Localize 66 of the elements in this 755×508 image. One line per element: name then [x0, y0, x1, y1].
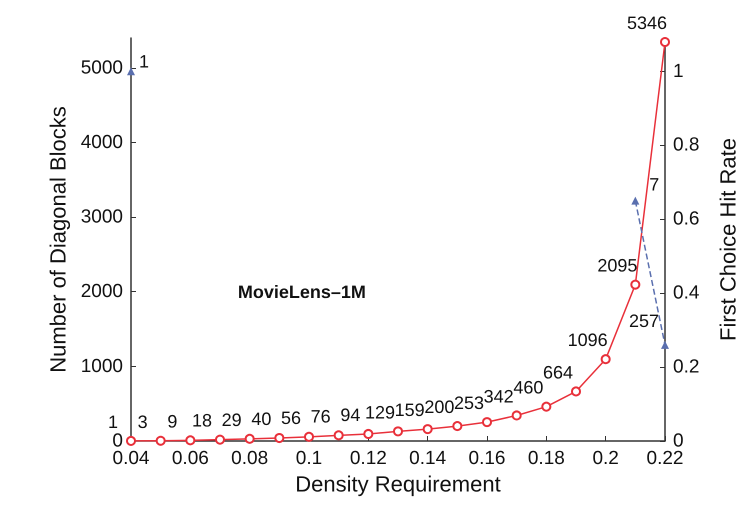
point	[660, 37, 670, 48]
x-tick-label: 0.12	[350, 448, 387, 469]
data-label: 3	[138, 412, 148, 432]
data-label: 94	[340, 404, 360, 425]
point	[156, 436, 166, 446]
y2-tick-label: 0.2	[673, 356, 700, 378]
data-label: 253	[454, 393, 484, 414]
y2-axis-title: First Choice Hit Rate	[716, 138, 740, 341]
data-label: 9	[167, 411, 178, 432]
x-tick-label: 0.08	[231, 448, 268, 469]
point	[127, 67, 135, 76]
data-label: 159	[394, 400, 425, 420]
data-label: 200	[424, 397, 454, 418]
x-tick-label: 0.16	[468, 448, 506, 469]
point	[541, 402, 552, 412]
x-tick-label: 0.06	[172, 448, 209, 469]
point	[185, 435, 196, 446]
x-tick-label: 0.18	[528, 448, 565, 469]
point	[630, 280, 640, 290]
y-tick-label: 1000	[80, 356, 123, 377]
annotation: MovieLens–1M	[238, 282, 366, 302]
data-label: 29	[222, 410, 242, 430]
y2-tick-label: 0.4	[673, 282, 700, 304]
annotation: 257	[628, 311, 659, 332]
point	[304, 432, 314, 442]
point	[600, 354, 611, 364]
x-tick-label: 0.14	[409, 448, 447, 469]
point	[244, 434, 255, 444]
data-label: 1	[108, 412, 118, 432]
y-tick-label: 4000	[80, 132, 123, 153]
y2-tick-label: 0.8	[673, 134, 700, 156]
annotation: 1	[139, 51, 150, 72]
y-tick-label: 3000	[80, 206, 123, 228]
point	[215, 434, 225, 445]
y2-tick-label: 0.6	[673, 208, 700, 230]
point	[452, 421, 462, 432]
point	[334, 430, 344, 440]
data-label: 56	[280, 408, 302, 428]
annotation: 7	[649, 174, 660, 194]
y-tick-label: 5000	[80, 57, 123, 78]
data-label: 18	[192, 410, 212, 431]
point	[631, 196, 640, 205]
y2-tick-label: 1	[673, 60, 684, 82]
y-axis-title: Number of Diagonal Blocks	[46, 106, 70, 373]
data-label: 460	[513, 378, 544, 398]
point	[422, 424, 433, 434]
point	[571, 386, 581, 396]
data-label: 40	[251, 409, 272, 430]
y-tick-label: 2000	[80, 281, 123, 302]
point	[363, 428, 374, 439]
x-tick-label: 0.2	[592, 448, 619, 469]
data-label: 342	[484, 386, 514, 406]
data-label: 664	[542, 362, 574, 382]
x-axis-title: Density Requirement	[295, 471, 501, 496]
data-label: 129	[364, 402, 396, 422]
data-label: 2095	[597, 256, 638, 276]
point	[393, 426, 403, 436]
point	[126, 436, 136, 446]
point	[274, 433, 284, 444]
data-label: 76	[310, 406, 331, 426]
point	[482, 417, 492, 428]
point	[661, 340, 669, 349]
point	[512, 410, 522, 420]
data-label: 1096	[568, 330, 608, 350]
x-tick-label: 0.1	[296, 448, 322, 469]
data-label: 5346	[626, 13, 668, 34]
